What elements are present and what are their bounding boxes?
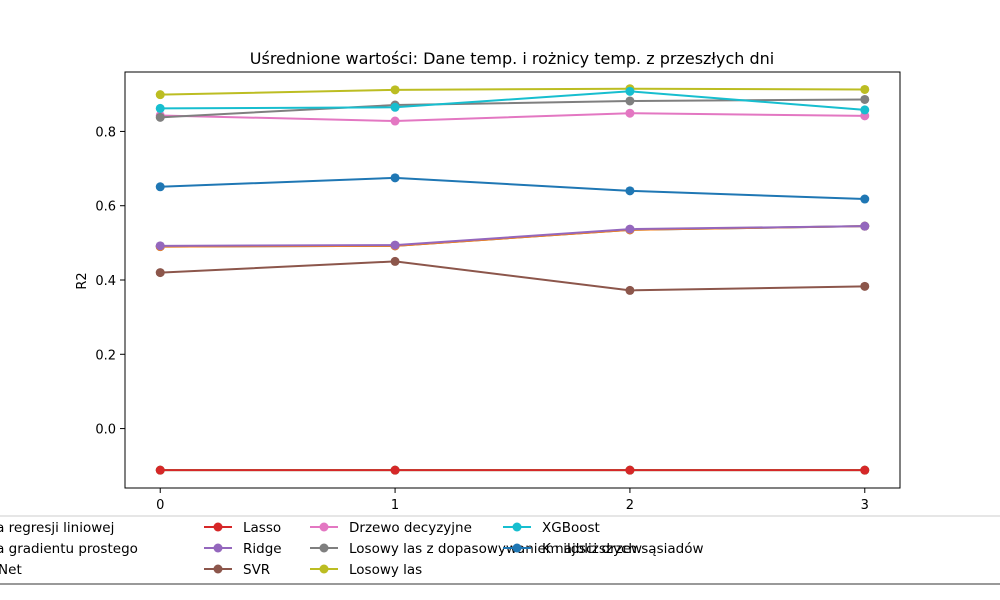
data-point [155,90,165,100]
legend-swatch-marker [319,564,329,574]
data-point [390,173,400,183]
series-8 [155,84,870,100]
legend-item: K najbliższych sąsiadów [503,541,704,557]
series-3 [155,465,870,475]
legend-label: ElasticNet [0,562,22,578]
y-axis: 0.0 0.2 0.4 0.6 0.8 [95,125,125,438]
data-point [860,94,870,104]
data-point [625,285,635,295]
data-point [390,116,400,126]
data-point [390,465,400,475]
legend-label: Losowy las [349,562,422,578]
legend-label: Ridge [243,541,282,557]
legend-swatch-marker [512,543,522,553]
data-point [860,105,870,115]
legend-label: Drzewo decyzyjne [349,520,472,536]
x-axis: 0 1 2 3 [156,488,869,513]
legend-swatch-marker [319,522,329,532]
legend-swatch-marker [213,543,223,553]
data-point [390,85,400,95]
x-tick-label: 3 [861,498,869,513]
data-point [625,224,635,234]
y-tick-label: 0.6 [95,200,116,215]
legend-swatch-marker [319,543,329,553]
legend-item: Metoda regresji liniowej [0,520,114,536]
legend-item: SVR [204,562,270,578]
plot-series [155,84,870,475]
series-line [160,90,865,111]
series-4 [155,221,870,251]
legend-label: Lasso [243,520,281,536]
data-point [155,103,165,113]
data-point [390,256,400,266]
series-9 [155,86,870,115]
data-point [860,84,870,94]
data-point [625,108,635,118]
y-axis-label: R2 [75,272,90,289]
series-line [160,225,865,247]
data-point [860,194,870,204]
data-point [155,241,165,251]
legend-item: Losowy las [310,562,422,578]
legend-item: ElasticNet [0,562,22,578]
plot-frame [124,71,901,489]
data-point [625,465,635,475]
legend-item: Losowy las z dopasowywaniem ilosci drzew [310,541,642,557]
y-tick-label: 0.0 [95,423,116,438]
x-tick-label: 1 [391,498,399,513]
data-point [155,268,165,278]
data-point [155,182,165,192]
legend-item: XGBoost [503,520,600,536]
x-tick-label: 2 [626,498,634,513]
legend-item: Metoda gradientu prostego [0,541,138,557]
data-point [625,86,635,96]
y-tick-label: 0.2 [95,348,116,363]
legend: Metoda regresji liniowej Metoda gradientu… [0,515,1000,585]
legend-label: Metoda gradientu prostego [0,541,138,557]
data-point [625,96,635,106]
data-point [155,465,165,475]
data-point [860,281,870,291]
legend-swatch-marker [213,522,223,532]
legend-item: Drzewo decyzyjne [310,520,472,536]
legend-item: Lasso [204,520,281,536]
legend-swatch-marker [512,522,522,532]
data-point [860,465,870,475]
data-point [625,186,635,196]
legend-label: XGBoost [542,520,600,536]
data-point [390,240,400,250]
y-tick-label: 0.8 [95,125,116,140]
legend-label: Metoda regresji liniowej [0,520,114,536]
legend-item: Ridge [204,541,282,557]
data-point [390,102,400,112]
chart-title: Uśrednione wartości: Dane temp. i rożnic… [250,49,774,68]
series-10 [155,173,870,204]
legend-label: K najbliższych sąsiadów [542,541,704,557]
series-line [160,176,865,201]
data-point [860,221,870,231]
legend-label: Losowy las z dopasowywaniem ilosci drzew [349,541,642,557]
series-line [160,260,865,292]
series-line [160,87,865,96]
data-point [155,112,165,122]
series-5 [155,256,870,295]
y-tick-label: 0.4 [95,274,116,289]
legend-label: SVR [243,562,270,578]
x-tick-label: 0 [156,498,164,513]
legend-swatch-marker [213,564,223,574]
series-line [160,112,865,123]
